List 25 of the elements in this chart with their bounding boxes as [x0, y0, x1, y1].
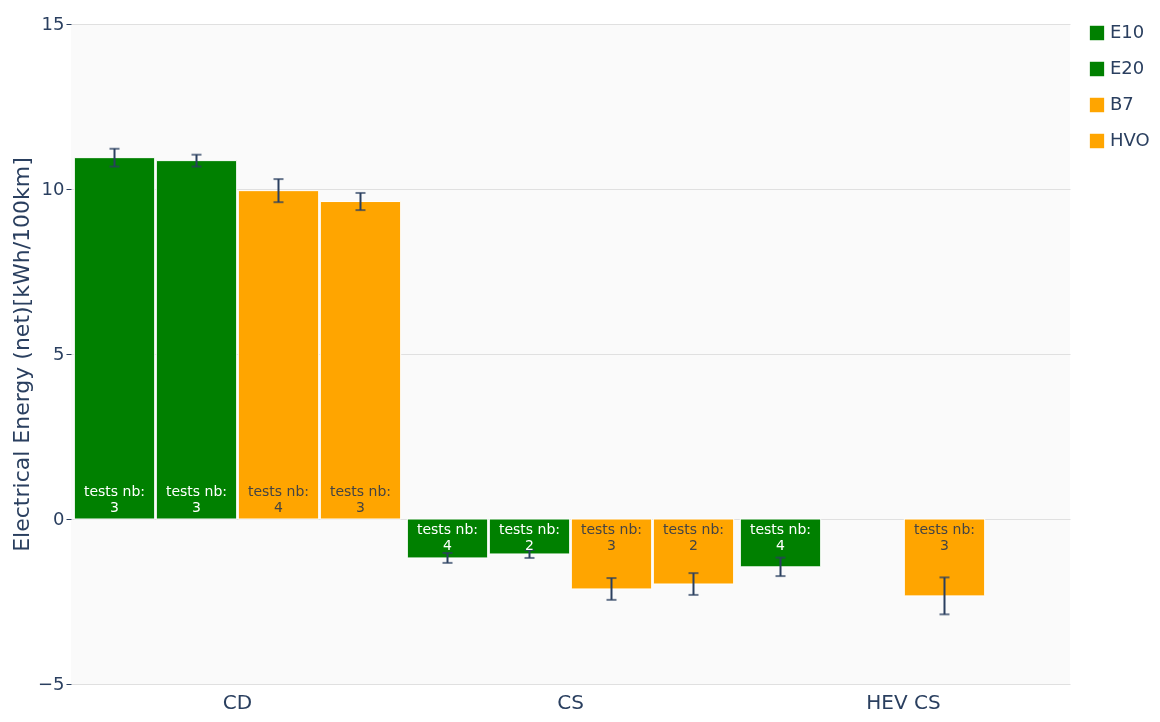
annotation: tests nb: 2: [498, 521, 561, 553]
bar: [739, 518, 822, 568]
annotation: tests nb: 3: [913, 521, 976, 553]
annotation: tests nb: 3: [580, 521, 643, 553]
annotation: tests nb: 4: [247, 483, 310, 515]
legend-label: HVO: [1110, 129, 1150, 150]
x-tick-label: CD: [222, 689, 253, 714]
y-tick-label: 0: [53, 507, 65, 529]
annotation: tests nb: 4: [416, 521, 479, 553]
y-tick-label: 5: [53, 342, 65, 364]
legend-label: E10: [1110, 21, 1145, 42]
bar: [903, 518, 986, 597]
annotation: tests nb: 3: [165, 483, 228, 515]
y-tick-label: −5: [37, 672, 65, 694]
legend-label: E20: [1110, 57, 1145, 78]
y-tick-label: 15: [41, 12, 65, 34]
annotation: tests nb: 3: [83, 483, 146, 515]
legend-label: B7: [1110, 93, 1134, 114]
annotation: tests nb: 4: [749, 521, 812, 553]
annotation: tests nb: 3: [329, 483, 392, 515]
annotation: tests nb: 2: [662, 521, 725, 553]
x-tick-label: CS: [557, 689, 584, 714]
y-axis-title: Electrical Energy (net)[kWh/100km]: [8, 157, 34, 552]
x-tick-label: HEV CS: [866, 689, 941, 714]
y-tick-label: 10: [41, 177, 65, 199]
